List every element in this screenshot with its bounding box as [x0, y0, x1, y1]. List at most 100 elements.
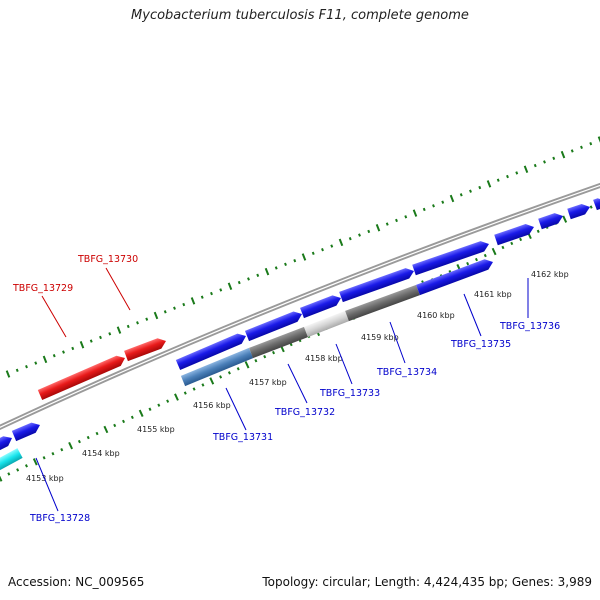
major-tick: [79, 341, 85, 349]
major-tick: [103, 425, 109, 434]
minor-tick: [589, 141, 593, 146]
minor-tick: [183, 391, 187, 395]
gene-arrow: [538, 213, 564, 230]
leader-line: [105, 267, 131, 311]
minor-tick: [422, 207, 426, 212]
major-tick: [174, 393, 179, 401]
major-tick: [412, 209, 418, 217]
minor-tick: [483, 253, 487, 258]
minor-tick: [589, 205, 593, 209]
minor-tick: [432, 204, 435, 208]
minor-tick: [570, 149, 574, 153]
gene-label: TBFG_13728: [29, 513, 90, 524]
minor-tick: [469, 189, 472, 193]
backbone: [0, 182, 600, 431]
minor-tick: [219, 375, 223, 379]
minor-tick: [77, 439, 81, 444]
minor-tick: [148, 407, 152, 411]
leader-line: [287, 363, 308, 404]
minor-tick: [367, 229, 371, 234]
minor-tick: [510, 241, 514, 246]
topology-text: Topology: circular; Length: 4,424,435 bp…: [262, 575, 592, 589]
minor-tick: [219, 288, 223, 292]
gene-arrow: [416, 259, 493, 296]
major-tick: [32, 458, 38, 466]
gene-block: [180, 347, 254, 387]
scale-label: 4159 kbp: [361, 333, 399, 342]
minor-tick: [441, 200, 445, 204]
gene-block: [345, 284, 420, 322]
minor-tick: [34, 361, 38, 365]
minor-tick: [385, 222, 389, 226]
tick-marks: [0, 136, 600, 482]
gene-label: TBFG_13734: [376, 367, 437, 378]
minor-tick: [237, 280, 241, 285]
minor-tick: [136, 321, 139, 325]
major-tick: [523, 165, 529, 173]
minor-tick: [293, 258, 297, 263]
major-tick: [244, 361, 250, 369]
gene-arrow: [339, 268, 415, 303]
minor-tick: [536, 229, 540, 233]
minor-tick: [25, 365, 28, 369]
minor-tick: [543, 160, 546, 164]
minor-tick: [200, 295, 204, 299]
major-tick: [264, 267, 270, 276]
minor-tick: [192, 387, 196, 391]
leader-line: [463, 293, 482, 337]
minor-tick: [62, 350, 65, 354]
minor-tick: [515, 171, 519, 175]
major-tick: [560, 150, 566, 159]
minor-tick: [466, 261, 470, 266]
minor-tick: [263, 354, 267, 359]
scale-label: 4161 kbp: [474, 290, 512, 299]
accession-text: Accession: NC_009565: [8, 575, 145, 589]
minor-tick: [113, 423, 117, 428]
gene-arrow: [175, 333, 246, 371]
minor-tick: [330, 244, 334, 248]
gene-arrow: [300, 295, 342, 319]
leader-line: [389, 321, 406, 364]
minor-tick: [506, 174, 509, 179]
minor-tick: [501, 245, 505, 250]
minor-tick: [474, 257, 478, 262]
minor-tick: [122, 419, 126, 424]
minor-tick: [52, 354, 56, 358]
major-tick: [562, 215, 568, 223]
gene-arrow: [494, 224, 535, 246]
minor-tick: [580, 145, 583, 149]
major-tick: [42, 355, 48, 364]
leader-line: [225, 387, 247, 431]
scale-label: 4154 kbp: [82, 449, 120, 458]
minor-tick: [459, 193, 463, 197]
gene-label: TBFG_13735: [450, 339, 511, 350]
gene-label: TBFG_13732: [274, 407, 335, 418]
minor-tick: [60, 448, 64, 452]
minor-tick: [51, 452, 55, 456]
major-tick: [338, 238, 344, 247]
minor-tick: [130, 415, 134, 420]
leader-line: [41, 295, 67, 338]
minor-tick: [289, 342, 293, 347]
minor-tick: [86, 435, 90, 440]
major-tick: [68, 441, 73, 450]
minor-tick: [89, 339, 93, 343]
major-tick: [597, 136, 600, 143]
major-tick: [153, 311, 159, 320]
minor-tick: [254, 359, 258, 363]
gene-label: TBFG_13733: [319, 388, 380, 399]
gene-arrow: [0, 448, 23, 471]
major-tick: [486, 180, 492, 188]
major-tick: [301, 253, 307, 261]
major-tick: [0, 475, 3, 482]
gene-arrow: [593, 198, 600, 211]
minor-tick: [395, 218, 398, 223]
minor-tick: [247, 277, 250, 281]
minor-tick: [321, 248, 324, 252]
minor-tick: [311, 251, 315, 256]
minor-tick: [210, 291, 213, 296]
gene-label: TBFG_13731: [212, 432, 273, 443]
gene-arrow: [11, 422, 41, 442]
